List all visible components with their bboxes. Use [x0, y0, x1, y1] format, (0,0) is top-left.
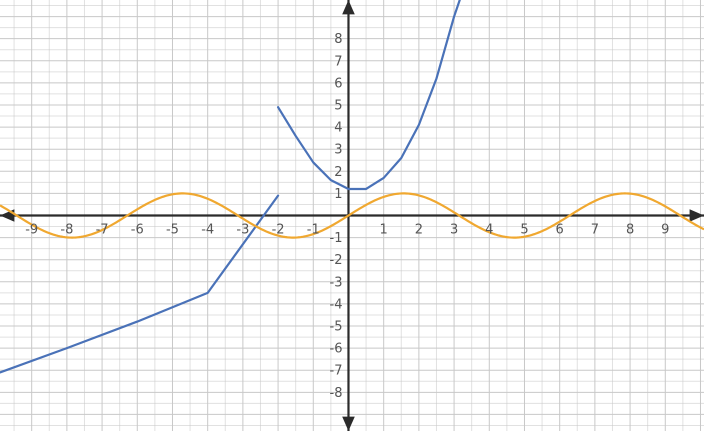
y-tick-label: 7 — [334, 54, 342, 69]
series-lines — [0, 0, 704, 374]
x-tick-label: 5 — [520, 223, 528, 238]
y-tick-label: 3 — [334, 143, 342, 158]
series-1-segment-2 — [276, 0, 461, 191]
tick-labels: -9 -8 -7 -6 -5 -4 -3 -2 -1 1 2 3 4 5 6 7 8 9 -8 -7 -6 -5 -4 -3 -… — [25, 32, 669, 401]
y-tick-label: 5 — [334, 98, 342, 113]
x-tick-label: 4 — [485, 223, 493, 238]
x-tick-label: -5 — [166, 223, 179, 238]
x-tick-label: -4 — [201, 223, 214, 238]
y-tick-label: -5 — [330, 320, 343, 335]
x-tick-label: 2 — [415, 223, 423, 238]
y-tick-label: -3 — [330, 275, 343, 290]
y-tick-label: -2 — [330, 253, 343, 268]
x-tick-label: -9 — [25, 223, 38, 238]
x-tick-label: 3 — [450, 223, 458, 238]
x-tick-label: -6 — [131, 223, 144, 238]
y-tick-label: -4 — [330, 297, 343, 312]
y-tick-label: 6 — [334, 76, 342, 91]
x-tick-label: 6 — [556, 223, 564, 238]
x-tick-label: 8 — [626, 223, 634, 238]
y-tick-label: 8 — [334, 32, 342, 47]
y-tick-label: -1 — [330, 231, 343, 246]
y-tick-label: 2 — [334, 165, 342, 180]
x-tick-label: 7 — [591, 223, 599, 238]
x-tick-label: -1 — [307, 223, 320, 238]
x-tick-label: -2 — [272, 223, 285, 238]
y-tick-label: -7 — [330, 364, 343, 379]
y-axis-arrow-down — [342, 416, 355, 431]
x-axis-arrow-right — [689, 209, 704, 222]
x-tick-label: 1 — [380, 223, 388, 238]
y-tick-label: -8 — [330, 386, 343, 401]
y-tick-label: -6 — [330, 342, 343, 357]
series-1-segment-1 — [0, 194, 280, 374]
y-axis-arrow-up — [342, 0, 355, 15]
x-tick-label: 9 — [661, 223, 669, 238]
y-tick-label: 4 — [334, 121, 342, 136]
x-axis-arrow-left — [0, 209, 15, 222]
x-tick-label: -8 — [60, 223, 73, 238]
y-tick-label: 1 — [334, 187, 342, 202]
series-2-line — [0, 192, 704, 239]
x-tick-label: -3 — [236, 223, 249, 238]
x-tick-label: -7 — [96, 223, 109, 238]
